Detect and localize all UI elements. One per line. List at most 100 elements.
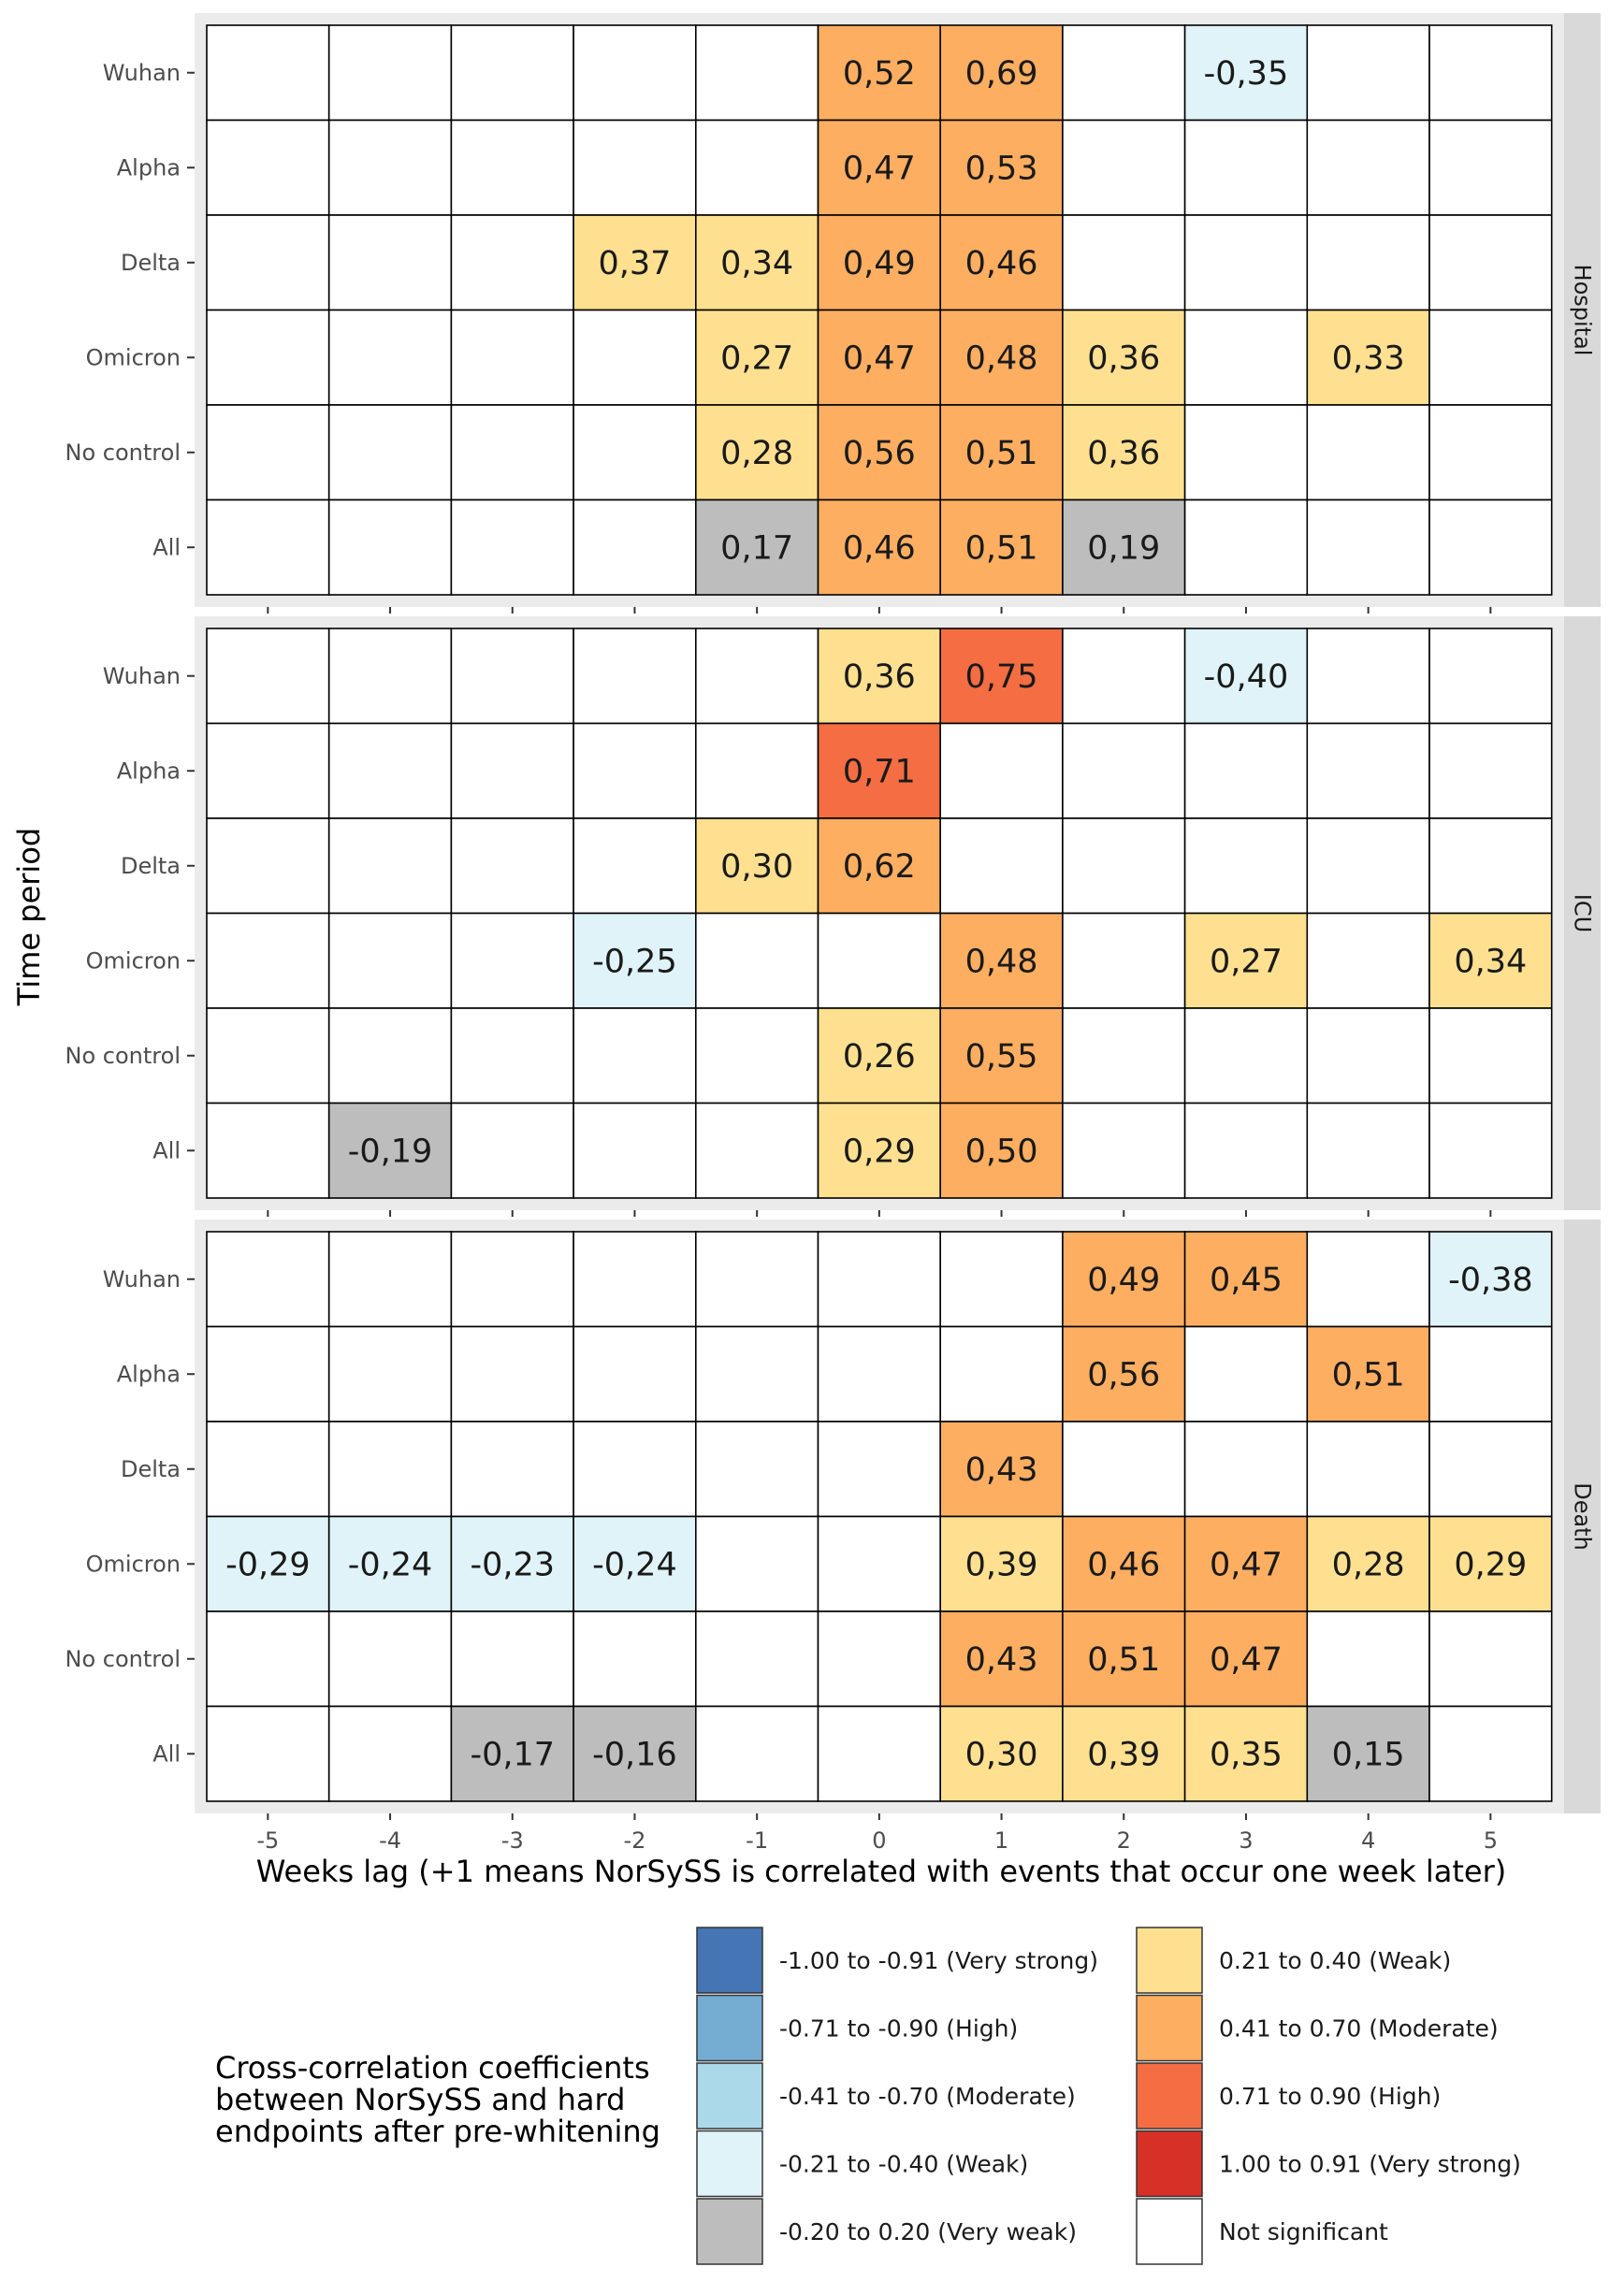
- y-tick-label: Delta: [121, 853, 181, 879]
- cell-omicron-lag--2: [573, 912, 697, 1009]
- cell-delta-lag-4: [1306, 817, 1430, 915]
- x-tick-label: -1: [746, 1827, 768, 1854]
- cell-value-label: 0,47: [843, 150, 916, 187]
- cell-value-label: 0,52: [843, 55, 916, 93]
- legend: Cross-correlation coefficients between No…: [215, 1927, 1521, 2265]
- cell-all-lag--4: [327, 1102, 453, 1199]
- cell-no-control-lag-5: [1428, 1610, 1553, 1708]
- cell-omicron-lag-5: [1428, 912, 1553, 1009]
- cell-delta-lag-1: [939, 1421, 1064, 1518]
- strip-label-icu: ICU: [1570, 894, 1596, 932]
- cell-alpha-lag-0: [817, 119, 941, 216]
- cell-no-control-lag--2: [573, 1007, 697, 1105]
- cell-delta-lag--2: [573, 817, 697, 915]
- cell-no-control-lag--5: [206, 1610, 330, 1708]
- cell-no-control-lag-4: [1306, 1610, 1430, 1708]
- y-tick-label: Alpha: [117, 758, 181, 784]
- cell-all-lag--4: [327, 1705, 453, 1802]
- y-tick-label: Wuhan: [103, 1266, 181, 1292]
- legend-label: -0.41 to -0.70 (Moderate): [779, 2083, 1076, 2110]
- cell-omicron-lag--5: [206, 912, 330, 1009]
- cell-no-control-lag-0: [817, 1610, 941, 1708]
- cell-value-label: 0,33: [1332, 339, 1405, 377]
- cell-no-control-lag-5: [1428, 404, 1553, 501]
- cell-omicron-lag-3: [1183, 309, 1309, 406]
- cell-delta-lag-2: [1062, 1421, 1186, 1518]
- cell-alpha-lag--3: [450, 1325, 574, 1422]
- cell-omicron-lag--5: [206, 309, 330, 406]
- cell-value-label: 0,47: [1210, 1546, 1283, 1583]
- cell-all-lag-1: [939, 498, 1064, 596]
- cell-no-control-lag-3: [1183, 1007, 1309, 1105]
- cell-alpha-lag-0: [817, 1325, 941, 1422]
- cell-alpha-lag-3: [1183, 722, 1309, 819]
- cell-value-label: 0,17: [720, 529, 793, 567]
- cell-no-control-lag--2: [573, 1610, 697, 1708]
- cell-wuhan-lag-2: [1062, 628, 1186, 725]
- cell-value-label: 0,51: [965, 435, 1038, 472]
- panel-icu: ICU 0,36 0,75 -0,40 Wuhan 0,71 Alpha 0,30 0,62 De…: [65, 616, 1601, 1217]
- cell-omicron-lag-1: [939, 912, 1064, 1009]
- cell-wuhan-lag-5: [1428, 628, 1553, 725]
- cell-alpha-lag-0: [817, 722, 941, 819]
- cell-value-label: -0,38: [1448, 1262, 1533, 1299]
- x-tick-label: -4: [379, 1827, 401, 1854]
- cell-value-label: 0,39: [965, 1546, 1038, 1583]
- panel-strip: [1564, 616, 1601, 1210]
- cell-omicron-lag-2: [1062, 309, 1186, 406]
- cell-alpha-lag-1: [939, 722, 1064, 819]
- cell-no-control-lag-5: [1428, 1007, 1553, 1105]
- cell-all-lag-2: [1062, 498, 1186, 596]
- cell-omicron-lag-4: [1306, 1515, 1430, 1612]
- cell-alpha-lag-2: [1062, 119, 1186, 216]
- x-tick-label: 3: [1239, 1827, 1253, 1854]
- cell-delta-lag-0: [817, 214, 941, 311]
- cell-alpha-lag--2: [573, 722, 697, 819]
- x-tick-label: 4: [1361, 1827, 1375, 1854]
- y-tick-label: Delta: [121, 250, 181, 276]
- cell-value-label: 0,46: [843, 529, 916, 567]
- cell-omicron-lag-3: [1183, 1515, 1309, 1612]
- cell-no-control-lag--3: [450, 404, 574, 501]
- y-tick-label: All: [152, 1740, 181, 1767]
- legend-key: [1136, 2062, 1203, 2130]
- cell-no-control-lag-3: [1183, 404, 1309, 501]
- cell-delta-lag-2: [1062, 214, 1186, 311]
- cell-no-control-lag-4: [1306, 404, 1430, 501]
- cell-delta-lag--3: [450, 1421, 574, 1518]
- cell-delta-lag--1: [694, 214, 819, 311]
- cell-all-lag-2: [1062, 1705, 1186, 1802]
- cell-value-label: 0,51: [1087, 1641, 1160, 1679]
- cell-delta-lag--5: [206, 1421, 330, 1518]
- cell-alpha-lag--2: [573, 1325, 697, 1422]
- cell-omicron-lag--3: [450, 912, 574, 1009]
- cell-delta-lag-4: [1306, 1421, 1430, 1518]
- cell-wuhan-lag-4: [1306, 24, 1430, 122]
- cell-alpha-lag-4: [1306, 722, 1430, 819]
- y-tick-label: Omicron: [86, 344, 181, 370]
- cell-alpha-lag-5: [1428, 722, 1553, 819]
- cell-no-control-lag--5: [206, 404, 330, 501]
- cell-value-label: 0,46: [965, 245, 1038, 282]
- cell-wuhan-lag--1: [694, 1231, 819, 1328]
- cell-all-lag-3: [1183, 1705, 1309, 1802]
- cell-alpha-lag-2: [1062, 1325, 1186, 1422]
- cell-delta-lag--5: [206, 214, 330, 311]
- cell-no-control-lag--1: [694, 1610, 819, 1708]
- cell-wuhan-lag--4: [327, 1231, 453, 1328]
- cell-omicron-lag-0: [817, 1515, 941, 1612]
- cell-delta-lag-0: [817, 817, 941, 915]
- cell-value-label: -0,25: [592, 943, 677, 980]
- cell-omicron-lag-1: [939, 1515, 1064, 1612]
- cell-wuhan-lag--3: [450, 628, 574, 725]
- cell-value-label: -0,40: [1204, 658, 1289, 696]
- cell-all-lag-1: [939, 1102, 1064, 1199]
- legend-key: [696, 1994, 763, 2062]
- facet-panels: Hospital 0,52 0,69 -0,35 Wuhan 0,47 0,53 Alpha 0…: [65, 13, 1601, 1820]
- cell-value-label: 0,36: [1087, 435, 1160, 472]
- cell-wuhan-lag-4: [1306, 628, 1430, 725]
- cell-wuhan-lag-3: [1183, 628, 1309, 725]
- cell-no-control-lag--4: [327, 404, 453, 501]
- cell-delta-lag-5: [1428, 1421, 1553, 1518]
- cell-delta-lag--3: [450, 817, 574, 915]
